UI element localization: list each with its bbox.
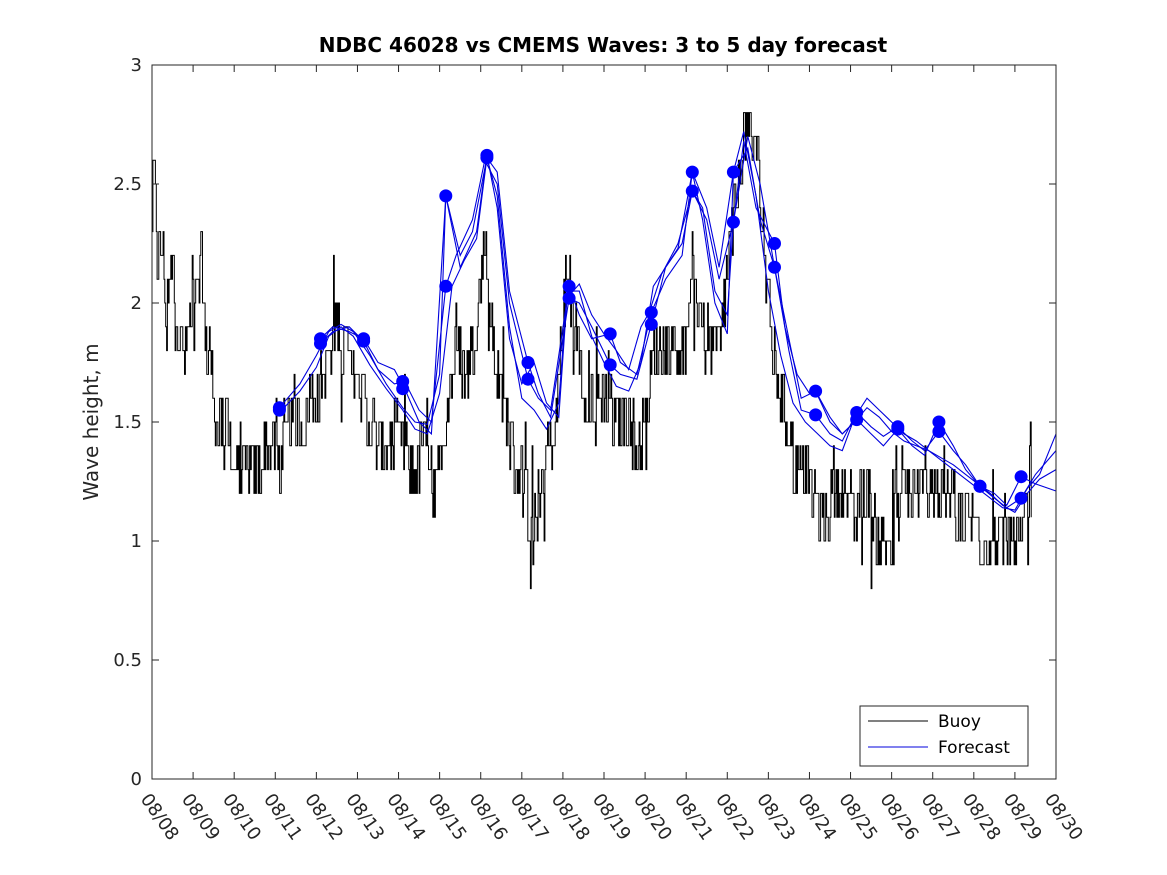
forecast-marker	[603, 327, 617, 341]
y-tick-label: 0	[131, 769, 142, 790]
forecast-line-2	[278, 141, 1057, 511]
forecast-marker	[809, 384, 823, 398]
forecast-marker	[891, 420, 905, 434]
forecast-marker	[932, 425, 946, 438]
forecast-marker	[1014, 470, 1028, 484]
y-tick-label: 2.5	[113, 174, 142, 195]
forecast-marker	[521, 372, 535, 386]
forecast-marker	[644, 317, 658, 331]
forecast-marker	[439, 189, 453, 203]
forecast-marker	[932, 415, 946, 429]
forecast-marker	[439, 279, 453, 293]
forecast-marker	[726, 165, 740, 179]
legend-buoy-label: Buoy	[938, 712, 981, 732]
y-axis: 0 0.5 1 1.5 2 2.5 3	[113, 55, 1056, 790]
buoy-series-layer	[152, 112, 1032, 590]
legend: Buoy Forecast	[859, 705, 1029, 767]
forecast-marker	[1014, 491, 1028, 505]
forecast-marker	[521, 356, 535, 369]
forecast-marker-layer	[272, 148, 1028, 505]
forecast-marker	[562, 291, 576, 305]
y-tick-label: 3	[131, 55, 142, 76]
forecast-marker	[644, 306, 658, 319]
y-tick-label: 2	[131, 293, 142, 314]
forecast-line-3	[320, 146, 1057, 507]
forecast-marker	[685, 165, 699, 179]
forecast-marker	[726, 215, 740, 229]
y-axis-label: Wave height, m	[79, 343, 103, 500]
forecast-marker	[973, 479, 987, 493]
forecast-marker	[603, 358, 617, 372]
forecast-marker	[768, 237, 781, 250]
forecast-line-4	[320, 136, 1057, 509]
forecast-marker	[768, 260, 781, 274]
chart-title: NDBC 46028 vs CMEMS Waves: 3 to 5 day fo…	[319, 33, 888, 57]
forecast-marker	[396, 375, 410, 388]
y-tick-label: 1	[131, 531, 142, 552]
legend-forecast-label: Forecast	[938, 738, 1010, 758]
y-tick-label: 0.5	[113, 650, 142, 671]
forecast-series-layer	[278, 131, 1057, 514]
forecast-marker	[357, 332, 371, 346]
forecast-marker	[480, 148, 494, 162]
legend-box	[859, 705, 1029, 767]
forecast-marker	[850, 406, 864, 419]
forecast-marker	[314, 332, 327, 346]
forecast-marker	[809, 408, 823, 422]
plot-area	[151, 64, 1057, 780]
forecast-marker	[685, 184, 699, 198]
buoy-line	[152, 112, 1032, 590]
y-tick-label: 1.5	[113, 412, 142, 433]
forecast-marker	[272, 401, 286, 415]
forecast-marker	[562, 279, 576, 293]
